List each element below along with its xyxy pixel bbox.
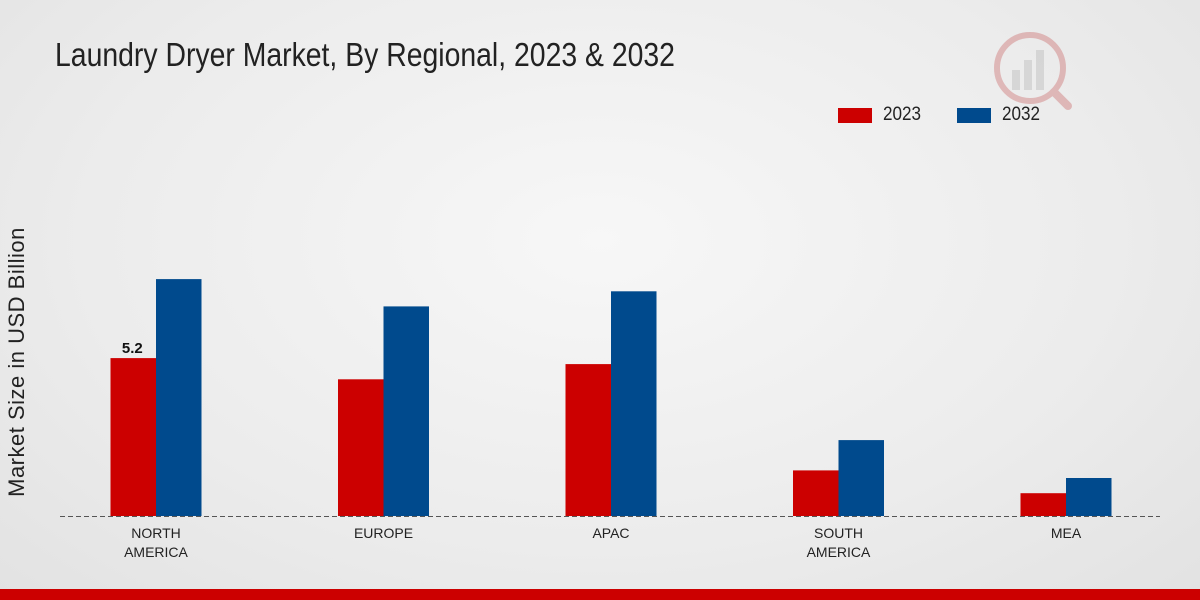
legend-label-2032: 2032	[1002, 104, 1041, 125]
x-tick-label: APAC	[592, 525, 629, 541]
footer-bar	[0, 589, 1200, 600]
bar-2023-apac	[565, 364, 611, 516]
data-label: 5.2	[122, 340, 143, 357]
legend-swatch-2023	[838, 107, 872, 123]
legend-item-2032: 2032	[957, 104, 1044, 126]
legend-label-2023: 2023	[883, 104, 922, 125]
bar-2032-apac	[611, 291, 657, 516]
chart-title: Laundry Dryer Market, By Regional, 2023 …	[55, 36, 675, 73]
bar-2023-mea	[1020, 493, 1066, 516]
x-tick-label: EUROPE	[354, 525, 413, 541]
bar-2032-mea	[1066, 478, 1112, 516]
legend-swatch-2032	[957, 107, 991, 123]
bar-2032-north-america	[156, 279, 202, 516]
x-tick-label: MEA	[1051, 525, 1082, 541]
bar-2023-north-america	[110, 358, 156, 516]
bar-2032-europe	[383, 306, 429, 516]
bar-2023-europe	[338, 379, 384, 516]
bar-2032-south-america	[838, 440, 884, 516]
bar-2023-south-america	[793, 470, 839, 516]
x-tick-label: NORTH AMERICA	[124, 525, 188, 560]
x-tick-label: SOUTH AMERICA	[807, 525, 871, 560]
legend-item-2023: 2023	[838, 104, 925, 126]
brand-logo-icon	[994, 32, 1072, 110]
